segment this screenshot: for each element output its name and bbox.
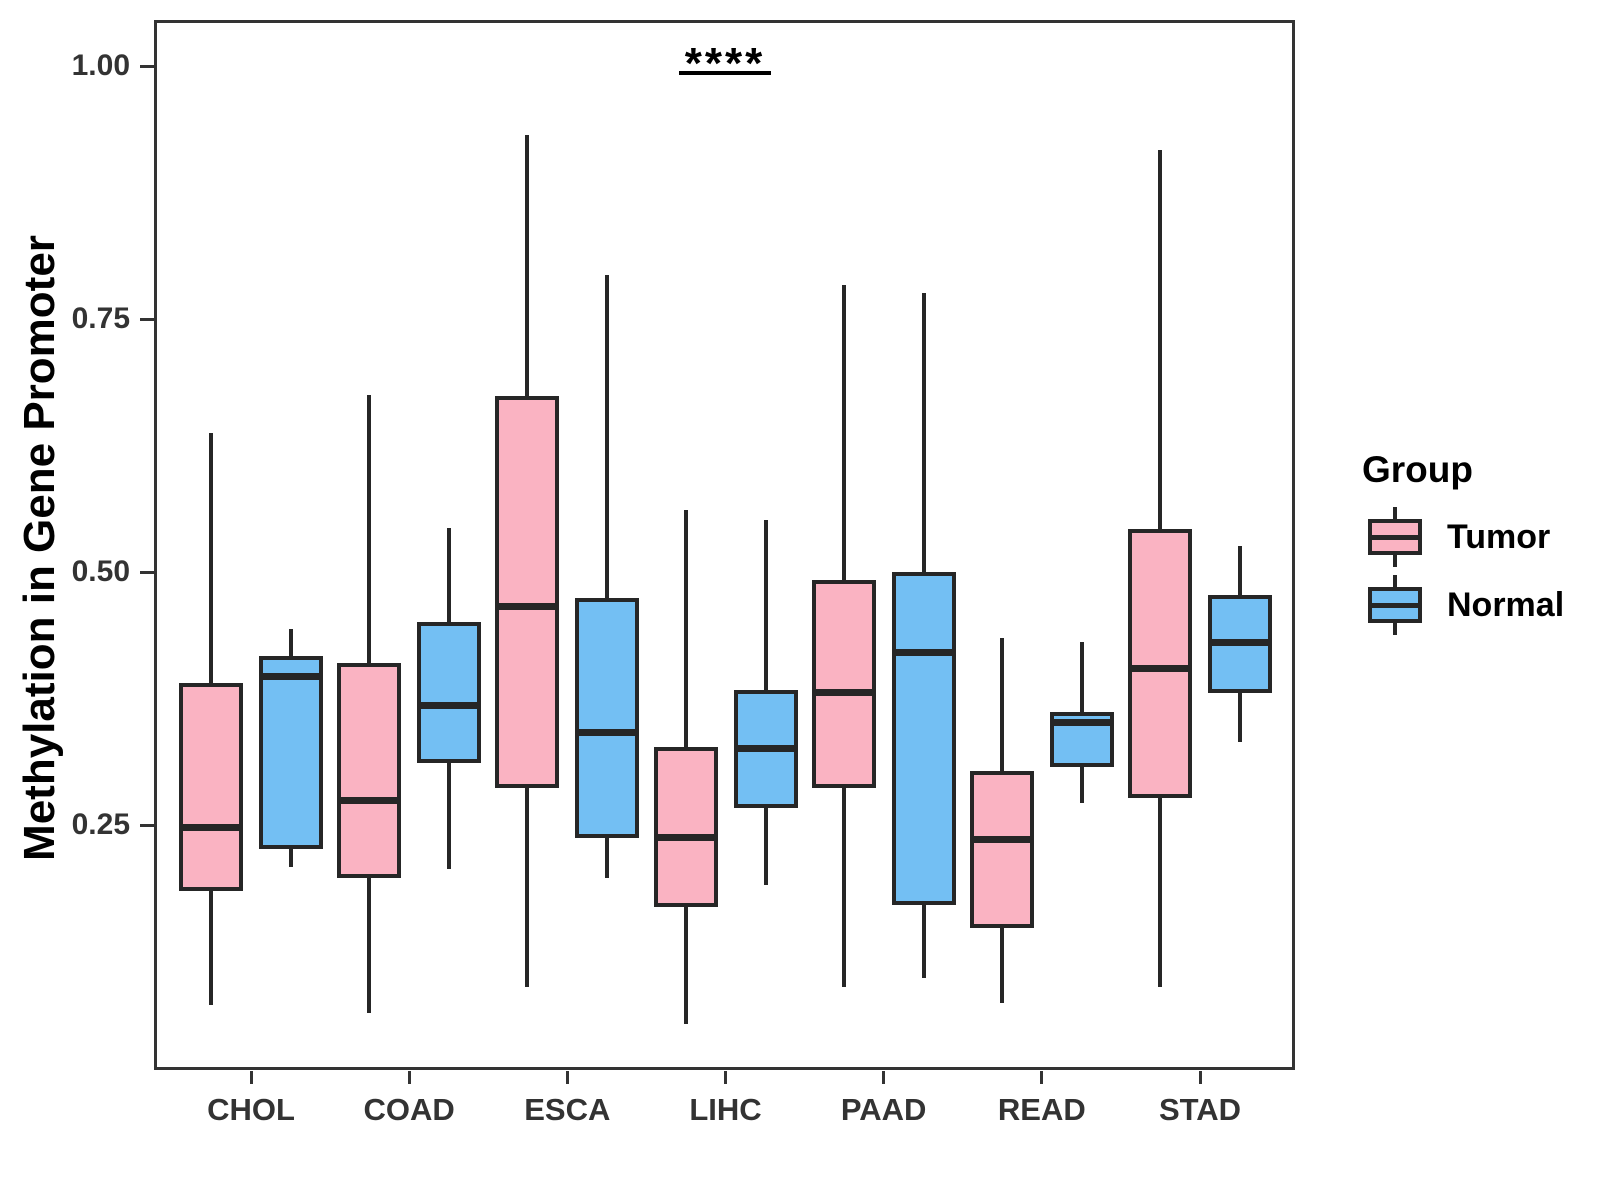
whisker-lower-read-tumor xyxy=(999,928,1004,1004)
box-read-tumor xyxy=(969,771,1034,929)
legend-key-median xyxy=(1372,535,1418,540)
legend-label-normal: Normal xyxy=(1447,586,1565,624)
whisker-upper-read-tumor xyxy=(999,637,1004,772)
y-axis-tick xyxy=(140,823,154,827)
median-chol-tumor xyxy=(183,823,239,831)
x-axis-tick xyxy=(882,1071,886,1084)
y-axis-tick-label: 0.50 xyxy=(71,555,130,588)
whisker-upper-esca-tumor xyxy=(525,134,530,396)
y-axis-tick xyxy=(140,570,154,574)
whisker-lower-stad-normal xyxy=(1238,693,1243,742)
x-axis-tick-label: COAD xyxy=(363,1092,455,1127)
box-esca-normal xyxy=(575,598,640,839)
whisker-upper-stad-normal xyxy=(1238,545,1243,596)
whisker-lower-coad-normal xyxy=(447,763,452,869)
box-lihc-tumor xyxy=(653,747,718,907)
legend-key-normal xyxy=(1368,575,1422,635)
median-stad-tumor xyxy=(1132,664,1189,672)
x-axis-tick xyxy=(724,1071,727,1084)
x-axis-tick-label: LIHC xyxy=(689,1092,762,1127)
y-axis-tick-label: 0.25 xyxy=(71,808,130,841)
x-axis-tick-label: ESCA xyxy=(524,1092,611,1127)
whisker-upper-chol-tumor xyxy=(209,433,213,684)
x-axis-tick-label: READ xyxy=(997,1092,1086,1127)
box-chol-normal xyxy=(259,655,323,850)
whisker-upper-chol-normal xyxy=(289,628,293,656)
whisker-lower-esca-normal xyxy=(605,838,610,878)
box-coad-tumor xyxy=(337,663,402,878)
whisker-upper-lihc-normal xyxy=(763,520,768,691)
median-read-tumor xyxy=(973,835,1030,843)
whisker-upper-read-normal xyxy=(1079,641,1084,712)
whisker-lower-chol-normal xyxy=(289,849,293,868)
median-esca-normal xyxy=(579,729,636,737)
significance-stars: **** xyxy=(684,39,766,88)
whisker-upper-paad-normal xyxy=(921,292,926,572)
y-axis-title: Methylation in Gene Promoter xyxy=(15,235,64,861)
whisker-lower-read-normal xyxy=(1079,767,1084,803)
whisker-upper-lihc-tumor xyxy=(683,510,688,748)
y-axis-tick xyxy=(140,317,154,321)
whisker-lower-lihc-normal xyxy=(763,807,768,885)
box-chol-tumor xyxy=(179,683,243,891)
x-axis-tick-label: CHOL xyxy=(207,1092,295,1127)
median-esca-tumor xyxy=(499,602,556,610)
box-stad-tumor xyxy=(1128,529,1193,798)
whisker-lower-esca-tumor xyxy=(525,787,530,987)
median-chol-normal xyxy=(263,672,319,680)
median-coad-normal xyxy=(421,702,478,710)
x-axis-tick xyxy=(249,1071,253,1084)
whisker-lower-stad-tumor xyxy=(1158,797,1163,987)
y-axis-tick-label: 1.00 xyxy=(71,49,130,82)
box-esca-tumor xyxy=(495,395,560,788)
whisker-upper-paad-tumor xyxy=(841,284,846,581)
box-coad-normal xyxy=(417,621,482,764)
x-axis-tick xyxy=(407,1071,411,1084)
whisker-lower-coad-tumor xyxy=(367,877,372,1014)
median-lihc-normal xyxy=(737,744,794,752)
median-lihc-tumor xyxy=(657,833,714,841)
box-paad-normal xyxy=(891,572,956,905)
whisker-upper-coad-tumor xyxy=(367,394,372,664)
x-axis-tick-label: PAAD xyxy=(840,1092,927,1127)
box-paad-tumor xyxy=(811,580,876,788)
whisker-lower-paad-normal xyxy=(921,904,926,978)
x-axis-tick-label: STAD xyxy=(1158,1092,1242,1127)
significance-line xyxy=(679,71,771,75)
median-paad-normal xyxy=(895,649,952,657)
legend-title: Group xyxy=(1362,449,1473,490)
x-axis-tick xyxy=(1040,1071,1044,1084)
x-axis-tick xyxy=(1198,1071,1202,1084)
whisker-lower-paad-tumor xyxy=(841,787,846,987)
whisker-lower-chol-tumor xyxy=(209,890,213,1006)
whisker-upper-coad-normal xyxy=(447,528,452,622)
legend-label-tumor: Tumor xyxy=(1447,518,1551,556)
median-read-normal xyxy=(1053,719,1110,727)
legend-key-tumor xyxy=(1368,507,1422,567)
whisker-upper-stad-tumor xyxy=(1158,149,1163,530)
plot-panel xyxy=(154,20,1295,1070)
median-stad-normal xyxy=(1212,639,1269,647)
legend-key-median xyxy=(1372,603,1418,608)
whisker-lower-lihc-tumor xyxy=(683,906,688,1025)
x-axis-tick xyxy=(565,1071,569,1084)
whisker-upper-esca-normal xyxy=(605,275,610,599)
y-axis-tick xyxy=(140,64,154,68)
median-coad-tumor xyxy=(341,797,398,805)
y-axis-tick-label: 0.75 xyxy=(71,302,130,335)
median-paad-tumor xyxy=(815,688,872,696)
